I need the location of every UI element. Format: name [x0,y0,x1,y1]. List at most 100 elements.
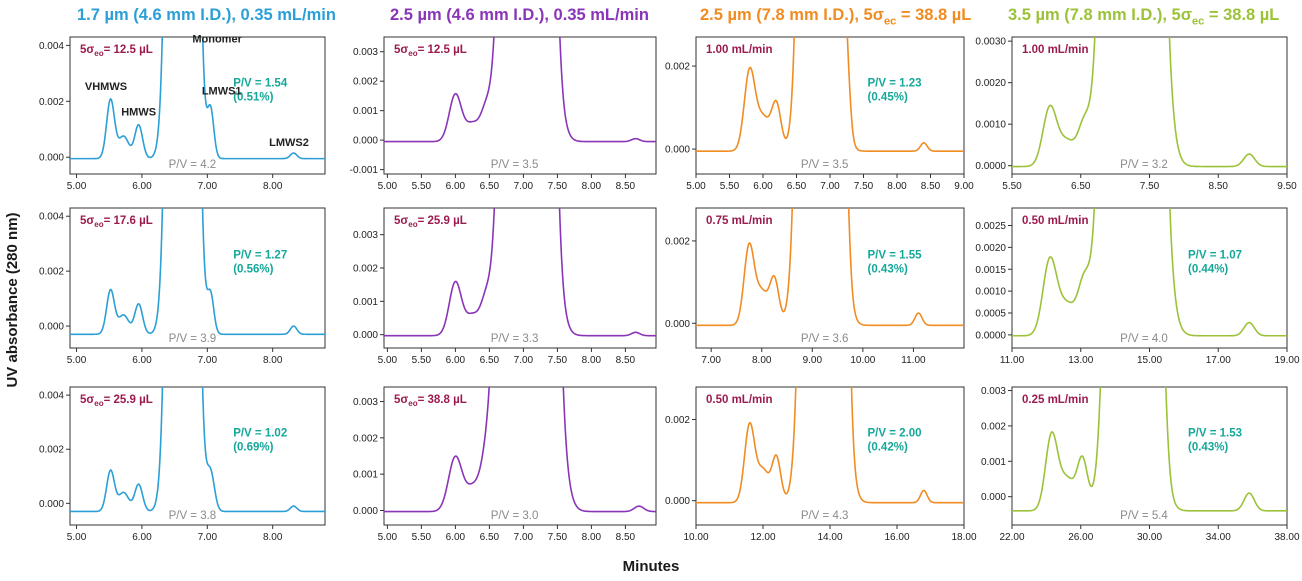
panel-r3-c3-pv-base-label: P/V = 4.3 [801,510,849,522]
panel-r2-c4-xtick-label: 15.00 [1137,355,1162,366]
panel-r2-c3-ytick-label: 0.002 [665,236,690,247]
panel-r1-c3-xtick-label: 5.00 [686,181,706,192]
panel-r1-c2-xtick-label: 8.00 [582,181,602,192]
panel-r1-c3: 0.000 0.002 5.00 5.50 6.00 6.50 7.00 7.50 8.00 8.… [665,36,974,192]
panel-r2-c1-pv-base-label: P/V = 3.9 [169,333,217,345]
panel-r1-c4-ytick-label: 0.0020 [975,78,1006,89]
panel-r1-c4-xtick-label: 8.50 [1209,181,1229,192]
panel-r3-c3-xtick-label: 10.00 [683,532,708,543]
panel-r1-c1-frame [69,36,326,175]
panel-r1-c2-ytick-label: 0.003 [353,47,378,58]
panel-r1-c2-ytick-label: 0.002 [353,77,378,88]
panel-r2-c2-xtick-label: 7.50 [548,355,568,366]
panel-r2-c2-xtick-label: 5.00 [378,355,398,366]
panel-r2-c1-ytick-label: 0.002 [39,267,64,278]
panel-r1-c3-xtick-label: 6.00 [753,181,773,192]
panel-r3-c1-xtick-label: 7.00 [198,532,218,543]
panel-r3-c2-xtick-label: 6.50 [480,532,500,543]
panel-r1-c2-xtick-label: 6.00 [446,181,466,192]
panel-r3-c4-xtick-label: 30.00 [1137,532,1162,543]
panel-r2-c4-condition-label: 0.50 mL/min [1022,215,1088,227]
panel-r2-c1-series-line [70,208,325,336]
panel-r1-c3-xtick-label: 8.00 [887,181,907,192]
panel-r3-c2-ytick-label: 0.003 [353,397,378,408]
panel-r2-c2-xtick-label: 8.50 [616,355,636,366]
panel-r1-c4-ytick-label: 0.0030 [975,37,1006,48]
panel-r1-c4-condition-label: 1.00 mL/min [1022,44,1088,56]
panel-r1-c3-xtick-label: 8.50 [921,181,941,192]
panel-r2-c1-xtick-label: 6.00 [132,355,152,366]
panel-r2-c1-frame [69,207,326,349]
panel-r1-c2-frame [383,36,657,175]
panel-r1-c2-condition-label: 5σeo= 12.5 µL [394,44,467,58]
panel-r3-c4-ytick-label: 0.002 [981,421,1006,432]
panel-r2-c2-ytick-label: 0.001 [353,297,378,308]
panel-r3-c1-frame [69,386,326,526]
panel-r3-c1: 0.000 0.002 0.004 5.00 6.00 7.00 8.00 5σeo= 25.… [39,386,326,543]
panel-r1-c4-frame [1011,36,1288,175]
panel-r3-c4-frame [1011,386,1288,526]
global-y-axis-label: UV absorbance (280 nm) [4,212,21,387]
column-title-4-sub: ec [1192,15,1205,28]
panel-r2-c2-series-line [384,208,656,337]
column-title-3: 2.5 µm (7.8 mm I.D.), 5σec = 38.8 µL [700,6,971,27]
panel-r1-c3-xtick-label: 9.00 [954,181,974,192]
panel-r3-c1-xtick-label: 5.00 [67,532,87,543]
panel-r3-c4-xtick-label: 26.00 [1068,532,1093,543]
panel-r3-c1-series-line [70,387,325,513]
panel-r2-c2-frame [383,207,657,349]
panel-r3-c2-ytick-label: 0.001 [353,470,378,481]
panel-r1-c1-xtick-label: 5.00 [67,181,87,192]
panel-r1-c2: -0.001 0.000 0.001 0.002 0.003 5.00 5.50 6.00 6.… [350,36,657,192]
panel-r3-c1-condition-label: 5σeo= 25.9 µL [80,394,153,408]
panel-r3-c2-xtick-label: 6.00 [446,532,466,543]
panel-r1-c1-peak-label: Monomer [192,34,242,46]
panel-r3-c4-pv-base-label: P/V = 5.4 [1120,510,1168,522]
panel-r1-c4: 0.0000 0.0010 0.0020 0.0030 5.50 6.50 7.50 8.50… [975,36,1297,192]
panel-r2-c1-ytick-label: 0.004 [39,212,64,223]
panel-r2-c1-ytick-label: 0.000 [39,322,64,333]
panel-r2-c4-xtick-label: 17.00 [1206,355,1231,366]
panel-r2-c4-series-line [1012,208,1287,337]
panel-r1-c4-xtick-label: 5.50 [1002,181,1022,192]
panel-r1-c1-series-line [70,37,325,160]
panel-r3-c2-pv-base-label: P/V = 3.0 [491,510,539,522]
panel-r1-c4-series-line [1012,37,1287,168]
panel-r2-c3-pv-percent-label: (0.43%) [868,263,908,275]
panel-r3-c1-pv-percent-label: (0.69%) [233,442,273,454]
panel-r2-c4-ytick-label: 0.0025 [975,221,1006,232]
panel-r3-c3-pv-percent-label: (0.42%) [868,442,908,454]
panel-r3-c1-xtick-label: 6.00 [132,532,152,543]
panel-r2-c3-series-line [696,208,964,327]
panel-r1-c4-xtick-label: 6.50 [1071,181,1091,192]
panel-r2-c2-xtick-label: 8.00 [582,355,602,366]
panel-r1-c1-ytick-label: 0.002 [39,97,64,108]
panel-r1-c3-pv-base-label: P/V = 3.5 [801,159,849,171]
panel-r1-c3-xtick-label: 7.00 [820,181,840,192]
panel-r3-c4: 0.000 0.001 0.002 0.003 22.00 26.00 30.00 34.00… [981,386,1300,543]
panel-r3-c3-xtick-label: 18.00 [951,532,976,543]
panel-r1-c4-xtick-label: 7.50 [1140,181,1160,192]
panel-r2-c2-pv-base-label: P/V = 3.3 [491,333,539,345]
panel-r3-c1-pv-peak-label: P/V = 1.02 [233,428,287,440]
panel-r3-c3-ytick-label: 0.000 [665,496,690,507]
panel-r2-c4-xtick-label: 13.00 [1068,355,1093,366]
panel-r3-c1-ytick-label: 0.002 [39,445,64,456]
panel-r1-c1-ytick-label: 0.004 [39,41,64,52]
panel-r2-c4-pv-percent-label: (0.44%) [1188,263,1228,275]
column-title-1-text: 1.7 µm (4.6 mm I.D.), 0.35 mL/min [77,6,336,24]
panel-r2-c2-ytick-label: 0.002 [353,264,378,275]
panel-r3-c2-frame [383,386,657,526]
panel-r2-c4-xtick-label: 11.00 [1000,355,1025,366]
column-title-4-tail: = 38.8 µL [1204,6,1280,24]
panel-r1-c1-condition-label: 5σeo= 12.5 µL [80,44,153,58]
panel-r2-c1-pv-peak-label: P/V = 1.27 [233,249,287,261]
panel-r1-c1-peak-label: VHMWS [85,81,127,93]
panel-r1-c1-xtick-label: 8.00 [263,181,283,192]
panel-r1-c3-series-line [696,37,964,152]
panel-r2-c4-frame [1011,207,1288,349]
panel-r1-c1-pv-percent-label: (0.51%) [233,91,273,103]
panel-r3-c3-condition-label: 0.50 mL/min [706,394,772,406]
panel-r1-c2-ytick-label: 0.001 [353,106,378,117]
